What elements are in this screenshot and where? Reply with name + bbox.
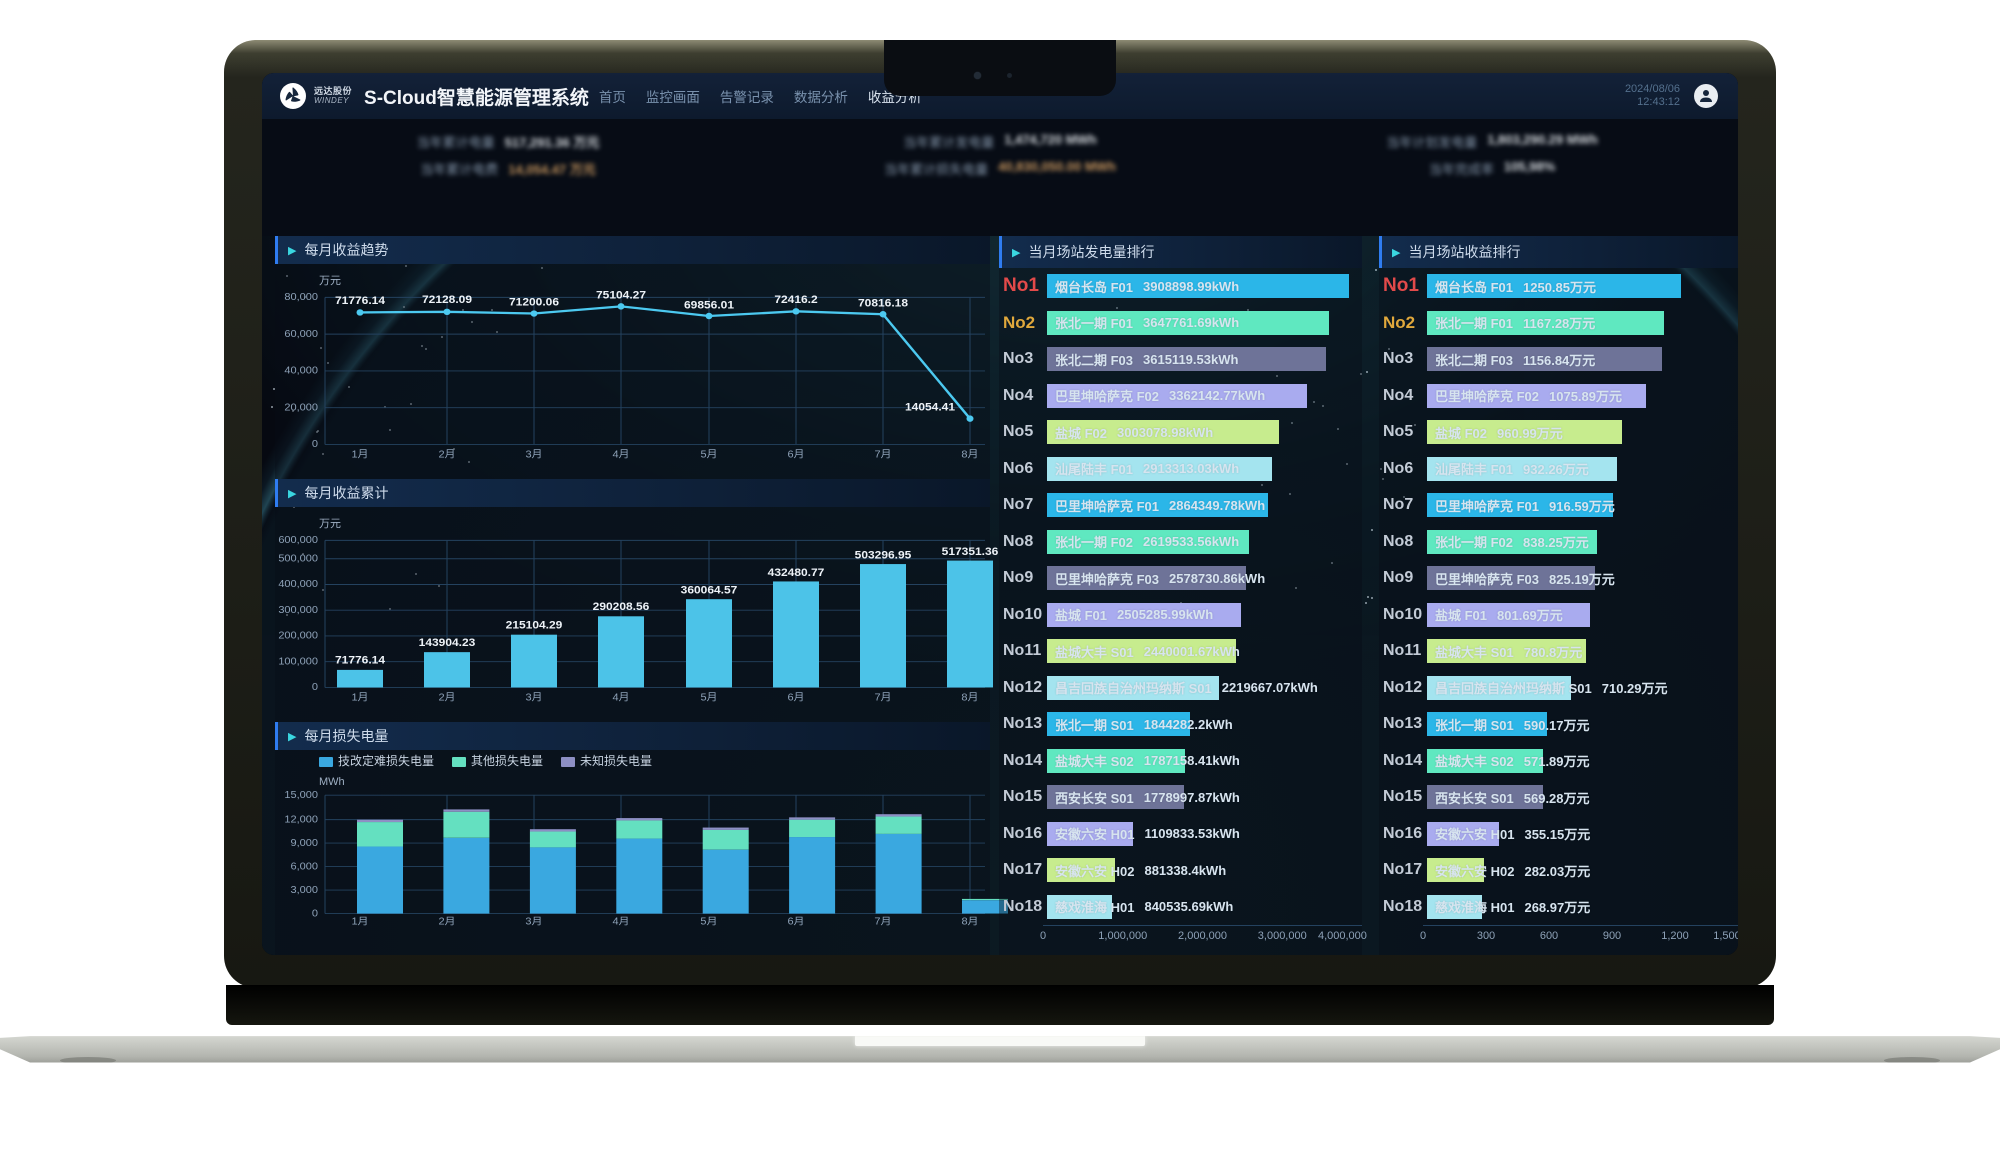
svg-text:20,000: 20,000 <box>284 402 318 413</box>
svg-text:6,000: 6,000 <box>291 862 319 872</box>
svg-text:200,000: 200,000 <box>278 630 318 641</box>
svg-text:40,000: 40,000 <box>284 365 318 376</box>
svg-text:60,000: 60,000 <box>284 328 318 339</box>
svg-text:69856.01: 69856.01 <box>684 300 735 311</box>
svg-text:500,000: 500,000 <box>278 553 318 564</box>
svg-text:3月: 3月 <box>525 692 542 703</box>
svg-text:8月: 8月 <box>961 449 978 460</box>
svg-text:215104.29: 215104.29 <box>506 620 563 631</box>
svg-text:8月: 8月 <box>961 692 978 703</box>
svg-text:75104.27: 75104.27 <box>596 290 646 301</box>
svg-text:70816.18: 70816.18 <box>858 298 909 309</box>
svg-text:5月: 5月 <box>700 449 717 460</box>
svg-text:4月: 4月 <box>612 916 629 927</box>
svg-text:71776.14: 71776.14 <box>335 655 386 666</box>
svg-text:4月: 4月 <box>612 692 629 703</box>
svg-text:7月: 7月 <box>874 916 891 927</box>
svg-text:1月: 1月 <box>351 916 368 927</box>
svg-text:143904.23: 143904.23 <box>419 637 476 648</box>
svg-text:6月: 6月 <box>787 449 804 460</box>
svg-text:71200.06: 71200.06 <box>509 297 559 308</box>
svg-text:7月: 7月 <box>874 692 891 703</box>
svg-text:1月: 1月 <box>351 449 368 460</box>
svg-text:360064.57: 360064.57 <box>681 585 738 596</box>
svg-text:71776.14: 71776.14 <box>335 295 386 306</box>
svg-text:72416.2: 72416.2 <box>774 294 817 305</box>
svg-text:5月: 5月 <box>700 916 717 927</box>
svg-text:0: 0 <box>312 909 318 919</box>
svg-text:2月: 2月 <box>438 449 455 460</box>
svg-text:4月: 4月 <box>612 449 629 460</box>
svg-text:6月: 6月 <box>787 916 804 927</box>
svg-text:2月: 2月 <box>438 916 455 927</box>
svg-text:0: 0 <box>312 682 318 693</box>
svg-text:2月: 2月 <box>438 692 455 703</box>
svg-text:0: 0 <box>312 439 318 450</box>
svg-text:7月: 7月 <box>874 449 891 460</box>
svg-text:600,000: 600,000 <box>278 534 318 545</box>
svg-text:3月: 3月 <box>525 449 542 460</box>
svg-text:12,000: 12,000 <box>284 815 318 825</box>
svg-text:3月: 3月 <box>525 916 542 927</box>
svg-text:432480.77: 432480.77 <box>768 568 825 579</box>
svg-text:290208.56: 290208.56 <box>593 602 650 613</box>
svg-text:9,000: 9,000 <box>291 838 319 848</box>
svg-text:8月: 8月 <box>961 916 978 927</box>
svg-text:72128.09: 72128.09 <box>422 294 472 305</box>
svg-text:3,000: 3,000 <box>291 885 319 895</box>
svg-text:14054.41: 14054.41 <box>905 402 956 413</box>
svg-text:300,000: 300,000 <box>278 604 318 615</box>
svg-text:517351.36: 517351.36 <box>942 546 999 557</box>
svg-text:15,000: 15,000 <box>284 790 318 800</box>
svg-text:80,000: 80,000 <box>284 291 318 302</box>
svg-text:503296.95: 503296.95 <box>855 550 912 561</box>
svg-text:6月: 6月 <box>787 692 804 703</box>
svg-text:5月: 5月 <box>700 692 717 703</box>
svg-text:100,000: 100,000 <box>278 656 318 667</box>
svg-text:1月: 1月 <box>351 692 368 703</box>
svg-text:400,000: 400,000 <box>278 579 318 590</box>
